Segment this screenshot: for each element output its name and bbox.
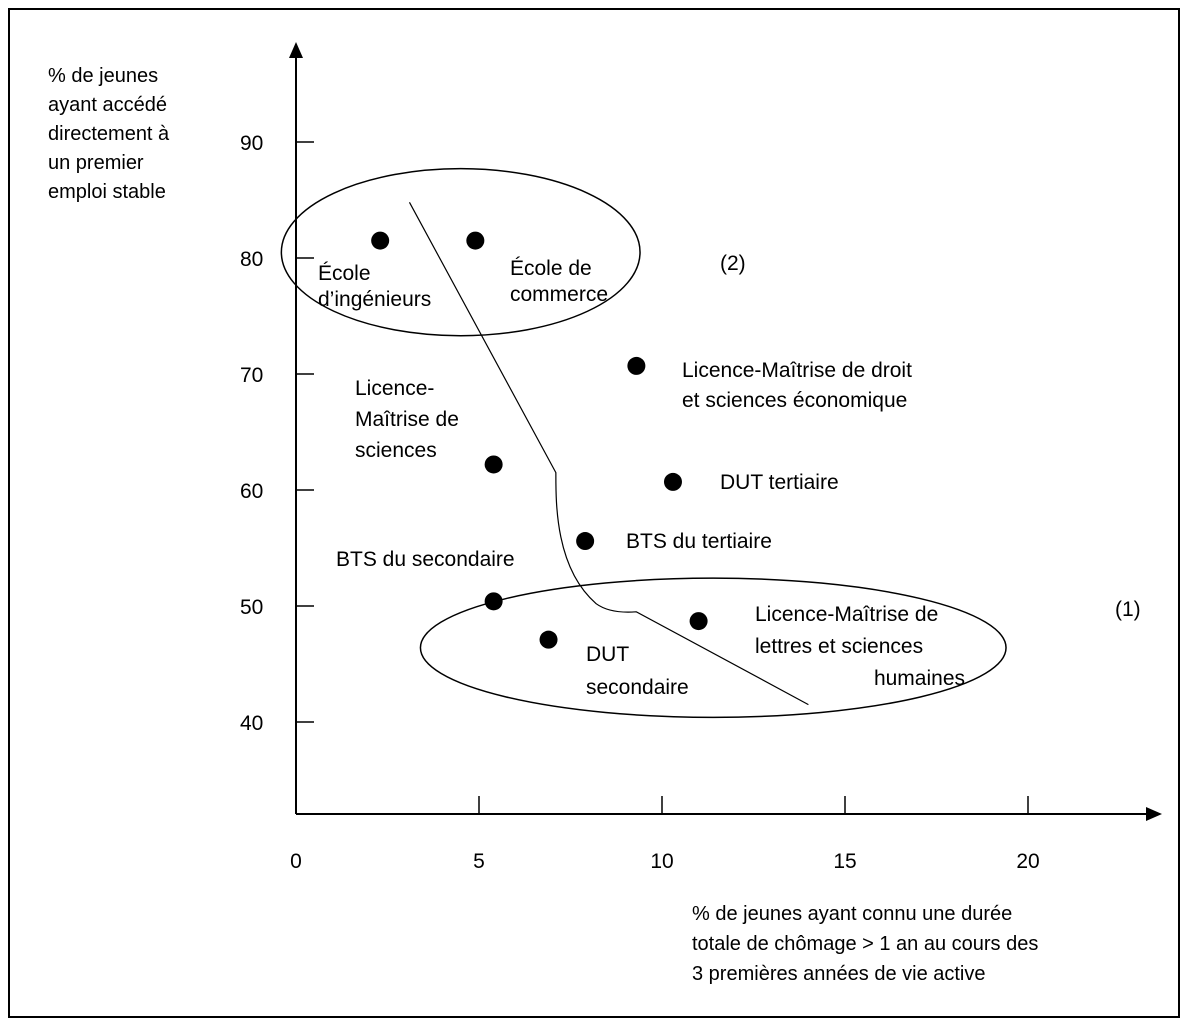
y-tick-label: 40 [240, 712, 263, 735]
x-tick-label: 10 [650, 850, 673, 873]
y-tick-label: 60 [240, 480, 263, 503]
point-label: Licence- [355, 377, 434, 400]
data-point [627, 356, 646, 375]
group-label: (1) [1115, 598, 1141, 621]
point-label: DUT tertiaire [720, 471, 839, 494]
data-point [663, 472, 682, 491]
point-label: Maîtrise de [355, 408, 459, 431]
data-point [539, 630, 558, 649]
data-point [689, 612, 708, 631]
point-label: BTS du secondaire [336, 548, 515, 571]
y-tick-label: 70 [240, 364, 263, 387]
data-point [484, 455, 503, 474]
y-tick-label: 90 [240, 132, 263, 155]
separator-curve [408, 202, 809, 706]
y-axis-arrow [289, 42, 303, 58]
point-label: École [318, 262, 371, 285]
x-axis-label-line: 3 premières années de vie active [692, 963, 986, 985]
x-tick-label: 0 [290, 850, 302, 873]
x-axis-label-line: totale de chômage > 1 an au cours des [692, 933, 1038, 955]
point-label: École de [510, 257, 592, 280]
y-tick-label: 50 [240, 596, 263, 619]
point-label: DUT [586, 643, 629, 666]
x-tick-label: 5 [473, 850, 485, 873]
point-label: d’ingénieurs [318, 288, 431, 311]
data-point [466, 231, 485, 250]
point-label: Licence-Maîtrise de droit [682, 359, 912, 382]
x-axis-label-line: % de jeunes ayant connu une durée [692, 903, 1012, 925]
data-point [484, 592, 503, 611]
y-axis-label-line: directement à [48, 123, 170, 145]
x-tick-label: 20 [1016, 850, 1039, 873]
data-point [371, 231, 390, 250]
y-axis-label-line: un premier [48, 152, 144, 174]
point-label: et sciences économique [682, 389, 907, 412]
point-label: sciences [355, 439, 437, 462]
x-axis-arrow [1146, 807, 1162, 821]
y-axis-label-line: % de jeunes [48, 65, 158, 87]
y-axis-label-line: emploi stable [48, 181, 166, 203]
point-label: commerce [510, 283, 608, 306]
figure-border [8, 8, 1180, 1018]
data-point [576, 532, 595, 551]
group-ellipse-1 [280, 167, 641, 337]
y-axis-label-line: ayant accédé [48, 94, 167, 116]
group-label: (2) [720, 252, 746, 275]
point-label: Licence-Maîtrise de [755, 603, 938, 626]
x-tick-label: 15 [833, 850, 856, 873]
point-label: humaines [874, 667, 965, 690]
point-label: BTS du tertiaire [626, 530, 772, 553]
y-tick-label: 80 [240, 248, 263, 271]
point-label: lettres et sciences [755, 635, 923, 658]
point-label: secondaire [586, 676, 689, 699]
group-ellipse-2 [419, 577, 1007, 719]
